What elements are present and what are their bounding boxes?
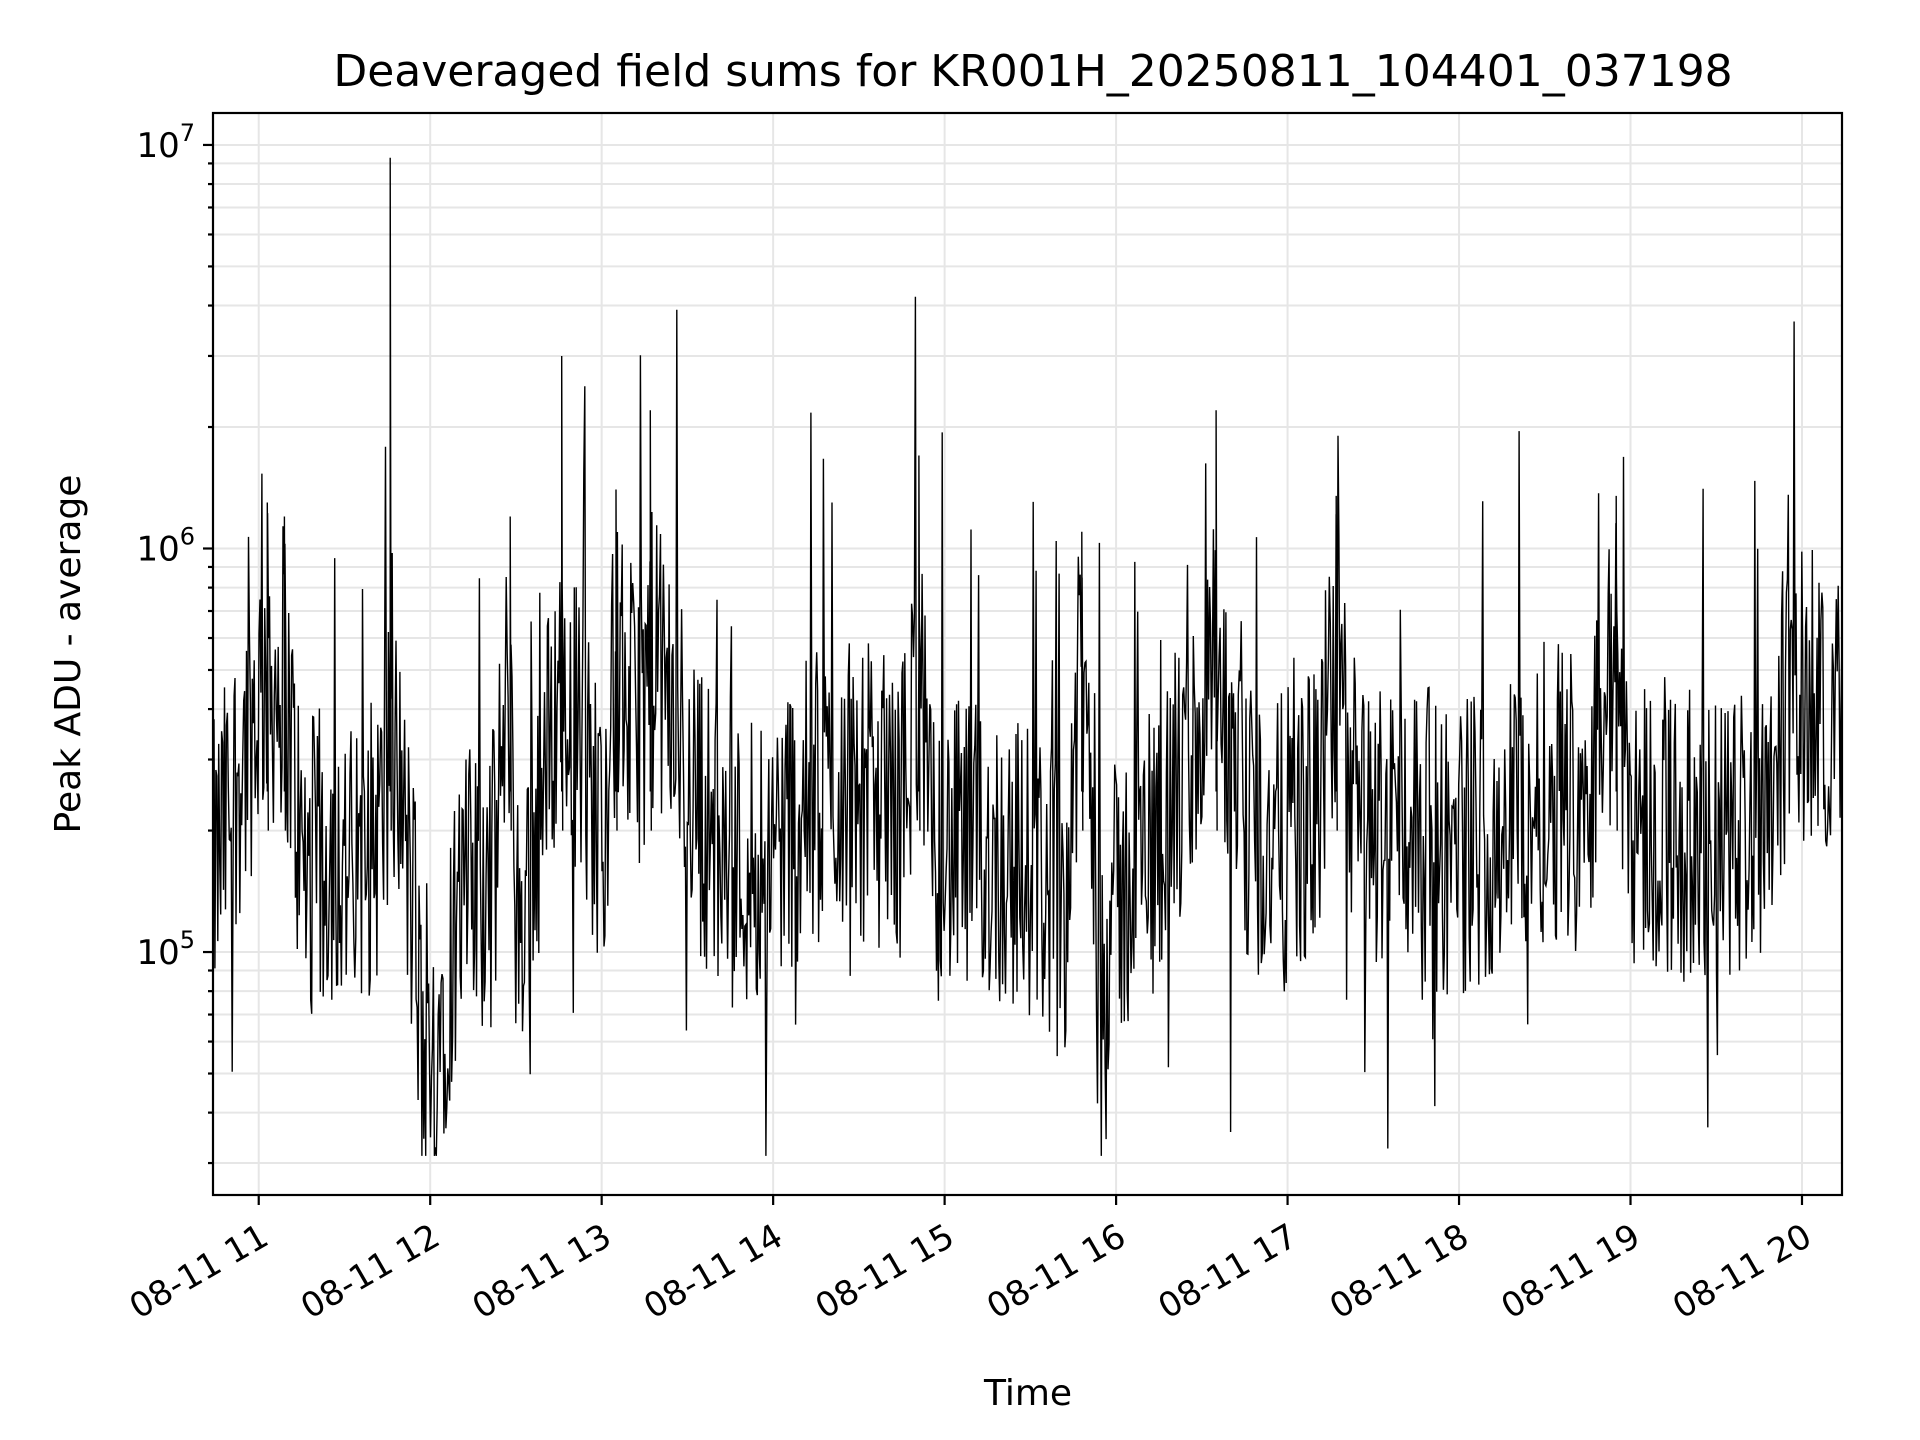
plot-area-frame xyxy=(211,111,1844,1197)
x-tick-label: 08-11 11 xyxy=(123,1216,275,1327)
x-tick-label: 08-11 16 xyxy=(980,1216,1132,1327)
x-axis-label: Time xyxy=(983,1373,1072,1414)
x-tick-label: 08-11 20 xyxy=(1666,1216,1818,1327)
x-tick-label: 08-11 18 xyxy=(1323,1216,1475,1327)
x-tick-label: 08-11 15 xyxy=(809,1216,961,1327)
x-tick-label: 08-11 12 xyxy=(294,1216,446,1327)
series-layer xyxy=(213,157,1842,1156)
chart-title: Deaveraged field sums for KR001H_2025081… xyxy=(333,46,1732,97)
y-axis-label: Peak ADU - average xyxy=(48,475,89,834)
x-tick-label: 08-11 13 xyxy=(466,1216,618,1327)
x-tick-label: 08-11 19 xyxy=(1495,1216,1647,1327)
y-tick-label: 105 xyxy=(136,926,195,973)
x-tick-label: 08-11 17 xyxy=(1152,1216,1304,1327)
x-tick-label: 08-11 14 xyxy=(637,1216,789,1327)
y-tick-label: 106 xyxy=(136,522,195,569)
y-tick-label: 107 xyxy=(136,119,195,166)
series-line xyxy=(213,157,1842,1156)
